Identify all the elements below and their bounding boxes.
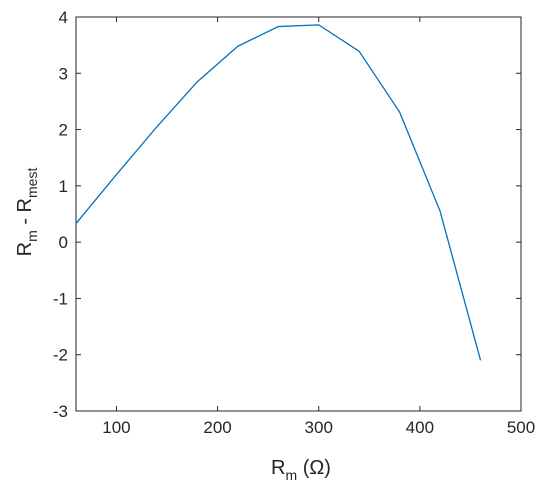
x-tick-label: 100 <box>102 418 130 437</box>
y-tick-label: -1 <box>53 289 68 308</box>
y-tick-label: 0 <box>59 233 68 252</box>
x-tick-label: 200 <box>203 418 231 437</box>
y-tick-label: 1 <box>59 177 68 196</box>
plot-frame <box>75 16 522 412</box>
y-tick-label: 4 <box>59 8 68 27</box>
series-line <box>75 24 482 361</box>
x-tick-label: 400 <box>406 418 434 437</box>
y-tick-label: 3 <box>59 64 68 83</box>
y-axis-label: Rm - Rmest <box>14 168 40 257</box>
y-tick-label: 2 <box>59 121 68 140</box>
x-tick-label: 500 <box>507 418 535 437</box>
y-tick-label: -3 <box>53 402 68 421</box>
x-tick-label: 300 <box>305 418 333 437</box>
y-tick-label: -2 <box>53 346 68 365</box>
x-axis-label: Rm (Ω) <box>271 457 331 483</box>
